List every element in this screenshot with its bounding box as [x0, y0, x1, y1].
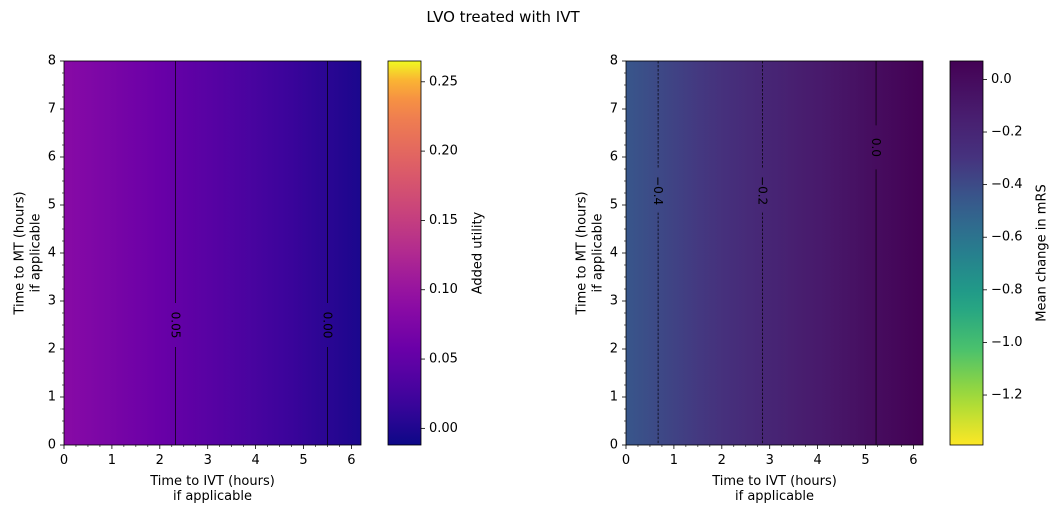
x-axis-label: Time to IVT (hours)	[149, 474, 275, 489]
y-tick-label: 4	[610, 246, 618, 261]
colorbar-tick-label: −1.0	[991, 335, 1023, 350]
x-axis-label: if applicable	[173, 489, 252, 504]
y-tick-label: 3	[48, 294, 56, 309]
y-tick-label: 8	[48, 54, 56, 69]
y-tick-label: 7	[48, 102, 56, 117]
contour-label: 0.0	[869, 138, 883, 157]
x-tick-label: 2	[156, 453, 164, 468]
y-tick-label: 2	[48, 342, 56, 357]
y-tick-label: 1	[610, 390, 618, 405]
colorbar-tick-label: 0.0	[991, 72, 1012, 87]
y-tick-label: 1	[48, 390, 56, 405]
x-tick-label: 2	[718, 453, 726, 468]
y-axis-label: if applicable	[591, 214, 606, 293]
contour-label: −0.4	[651, 176, 665, 205]
heatmap-fill	[64, 61, 361, 445]
contour-label: −0.2	[756, 176, 770, 205]
colorbar-label: Mean change in mRS	[1035, 184, 1050, 321]
contour-label: 0.00	[320, 312, 334, 339]
colorbar-tick-label: 0.00	[429, 421, 458, 436]
colorbar-tick-label: 0.15	[429, 213, 458, 228]
y-tick-label: 0	[48, 438, 56, 453]
colorbar-tick-label: −0.8	[991, 282, 1023, 297]
y-tick-label: 4	[48, 246, 56, 261]
y-axis-label: Time to MT (hours)	[13, 191, 28, 315]
y-tick-label: 5	[48, 198, 56, 213]
colorbar-label: Added utility	[471, 211, 486, 294]
colorbar-tick-label: 0.25	[429, 74, 458, 89]
y-tick-label: 6	[48, 150, 56, 165]
y-tick-label: 0	[610, 438, 618, 453]
colorbar-tick-label: −1.2	[991, 388, 1023, 403]
x-tick-label: 4	[251, 453, 259, 468]
x-tick-label: 0	[60, 453, 68, 468]
y-tick-label: 2	[610, 342, 618, 357]
x-tick-label: 3	[766, 453, 774, 468]
y-tick-label: 8	[610, 54, 618, 69]
x-tick-label: 1	[670, 453, 678, 468]
y-tick-label: 6	[610, 150, 618, 165]
colorbar	[949, 60, 984, 446]
y-tick-label: 3	[610, 294, 618, 309]
y-axis-label: if applicable	[29, 214, 44, 293]
x-tick-label: 0	[622, 453, 630, 468]
x-tick-label: 3	[204, 453, 212, 468]
colorbar	[387, 60, 422, 446]
colorbar-tick-label: −0.6	[991, 230, 1023, 245]
x-tick-label: 4	[813, 453, 821, 468]
contour-label: 0.05	[169, 312, 183, 339]
x-tick-label: 6	[347, 453, 355, 468]
x-tick-label: 5	[861, 453, 869, 468]
colorbar-tick-label: 0.05	[429, 352, 458, 367]
figure-title: LVO treated with IVT	[426, 8, 580, 26]
colorbar-tick-label: −0.2	[991, 125, 1023, 140]
y-axis-label: Time to MT (hours)	[575, 191, 590, 315]
colorbar-tick-label: 0.20	[429, 144, 458, 159]
x-axis-label: Time to IVT (hours)	[711, 474, 837, 489]
x-axis-label: if applicable	[735, 489, 814, 504]
heatmap-fill	[626, 61, 923, 445]
x-tick-label: 6	[909, 453, 917, 468]
y-tick-label: 7	[610, 102, 618, 117]
colorbar-tick-label: −0.4	[991, 177, 1023, 192]
x-tick-label: 5	[299, 453, 307, 468]
colorbar-tick-label: 0.10	[429, 282, 458, 297]
heatmap-panel-mrs-change: −0.4 −0.2 0.0 0 1 2 3 4 5 6 0 1 2 3 4 5 6 7 8 Time to IVT (…	[575, 54, 1050, 505]
heatmap-panel-added-utility: 0.05 0.00 0 1 2 3 4 5 6 0 1 2 3 4 5 6 7 8 Time to IVT (hou…	[13, 54, 486, 505]
y-tick-label: 5	[610, 198, 618, 213]
x-tick-label: 1	[108, 453, 116, 468]
